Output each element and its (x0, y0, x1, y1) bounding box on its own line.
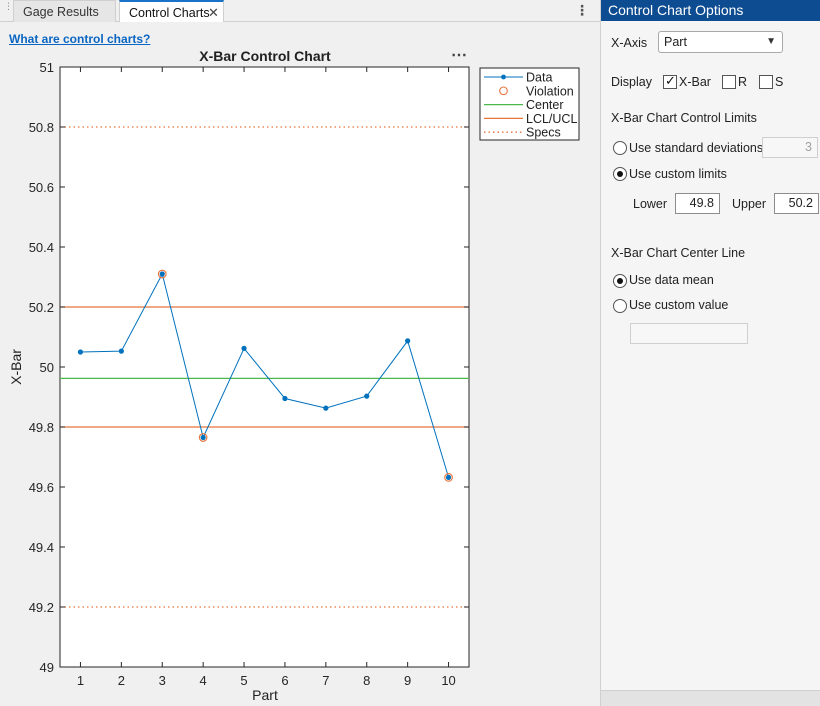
tab-gage-results-label: Gage Results (23, 5, 99, 19)
y-axis-label: X-Bar (8, 349, 24, 385)
display-s-label: S (775, 75, 784, 89)
x-tick-label: 1 (77, 673, 84, 688)
upper-limit-input[interactable]: 50.2 (774, 193, 819, 214)
y-tick-label: 50.2 (29, 300, 54, 315)
x-tick-label: 10 (441, 673, 455, 688)
display-xbar-label: X-Bar (679, 75, 711, 89)
document-area: ⋮ Gage Results Control Charts ✕ ⋮ What a… (0, 0, 600, 706)
x-tick-label: 2 (118, 673, 125, 688)
radio-selected-dot (617, 171, 623, 177)
display-r-label: R (738, 75, 748, 89)
data-point-1[interactable] (77, 349, 84, 355)
more-options-icon[interactable]: ⋮ (575, 2, 589, 18)
data-series-line (80, 272, 450, 478)
y-tick-label: 49.4 (29, 540, 54, 555)
violation-marker-4[interactable] (198, 433, 208, 442)
custom-value-radio[interactable] (613, 299, 627, 313)
data-series (77, 269, 453, 482)
x-tick-label: 8 (363, 673, 370, 688)
y-tick-label: 51 (40, 60, 54, 75)
x-tick-label: 5 (240, 673, 247, 688)
legend-marker-data (501, 74, 506, 80)
display-r-checkbox[interactable] (722, 75, 736, 89)
x-tick-label: 3 (159, 673, 166, 688)
data-point-5[interactable] (241, 345, 247, 351)
data-point-7[interactable] (323, 405, 329, 411)
lower-label: Lower (633, 197, 668, 211)
data-point-10[interactable] (445, 474, 452, 480)
lower-limit-input[interactable]: 49.8 (675, 193, 720, 214)
std-dev-input[interactable]: 3 (762, 137, 818, 158)
upper-label: Upper (732, 197, 767, 211)
data-point-2[interactable] (118, 348, 124, 354)
y-tick-label: 49.8 (29, 420, 54, 435)
plot-area (59, 66, 470, 668)
std-dev-radio[interactable] (613, 141, 627, 155)
xbar-chart: X-Bar Control Chart ⋯ Part X-Bar 4949.24… (8, 47, 580, 703)
custom-value-input[interactable] (630, 323, 748, 344)
y-tick-label: 49.2 (29, 600, 54, 615)
x-tick-label: 4 (200, 673, 207, 688)
xaxis-dropdown[interactable]: Part ▼ (658, 31, 783, 53)
reference-lines (60, 126, 469, 608)
tab-gage-results[interactable]: Gage Results (13, 0, 116, 22)
radio-selected-dot (617, 278, 623, 284)
y-tick-label: 50.4 (29, 240, 54, 255)
chart-canvas-area: What are control charts? X-Bar Control C… (0, 22, 600, 706)
xaxis-label: X-Axis (611, 36, 648, 50)
data-point-6[interactable] (282, 395, 288, 402)
y-tick-label: 50.8 (29, 120, 54, 135)
x-tick-label: 9 (404, 673, 411, 688)
tab-bar: ⋮ Gage Results Control Charts ✕ ⋮ (0, 0, 600, 23)
legend-label: Violation (526, 84, 574, 98)
custom-value-label: Use custom value (629, 298, 729, 312)
tab-control-charts[interactable]: Control Charts ✕ (119, 0, 224, 23)
y-tick-label: 50 (40, 360, 54, 375)
checkmark-icon: ✓ (665, 73, 676, 88)
y-tick-label: 50.6 (29, 180, 54, 195)
close-icon[interactable]: ✕ (208, 5, 219, 20)
y-tick-label: 49 (40, 660, 54, 675)
violation-marker-3[interactable] (157, 269, 167, 279)
y-tick-label: 49.6 (29, 480, 54, 495)
data-point-4[interactable] (200, 434, 206, 441)
chart-title: X-Bar Control Chart (199, 48, 331, 64)
legend-label: LCL/UCL (526, 112, 577, 126)
tab-control-charts-label: Control Charts (129, 6, 210, 20)
custom-limits-label: Use custom limits (629, 167, 727, 181)
panel-title: Control Chart Options (601, 0, 820, 21)
legend-label: Specs (526, 126, 561, 140)
display-s-checkbox[interactable] (759, 75, 773, 89)
data-mean-label: Use data mean (629, 273, 714, 287)
std-dev-label: Use standard deviations (629, 141, 764, 155)
x-tick-label: 7 (322, 673, 329, 688)
data-point-3[interactable] (159, 271, 165, 277)
legend-label: Center (526, 98, 564, 112)
display-label: Display (611, 75, 652, 89)
limits-heading: X-Bar Chart Control Limits (611, 111, 757, 125)
options-panel: Control Chart Options X-Axis Part ▼ Disp… (600, 0, 820, 706)
chevron-down-icon: ▼ (766, 36, 776, 47)
x-tick-label: 6 (281, 673, 288, 688)
display-xbar-checkbox[interactable]: ✓ (663, 73, 677, 89)
violation-marker-10[interactable] (444, 473, 453, 482)
data-point-9[interactable] (405, 338, 411, 344)
legend-marker-violation (499, 86, 508, 96)
help-link[interactable]: What are control charts? (9, 32, 151, 46)
panel-status-strip (601, 690, 820, 706)
chart-menu-icon[interactable]: ⋯ (451, 47, 467, 64)
data-mean-radio[interactable] (613, 274, 627, 288)
custom-limits-radio[interactable] (613, 167, 627, 181)
center-heading: X-Bar Chart Center Line (611, 246, 746, 260)
legend-label: Data (526, 71, 552, 85)
xaxis-selected-value: Part (664, 35, 687, 49)
data-point-8[interactable] (364, 393, 370, 399)
x-axis-label: Part (252, 687, 278, 703)
drag-grip-icon[interactable]: ⋮ (4, 1, 13, 11)
